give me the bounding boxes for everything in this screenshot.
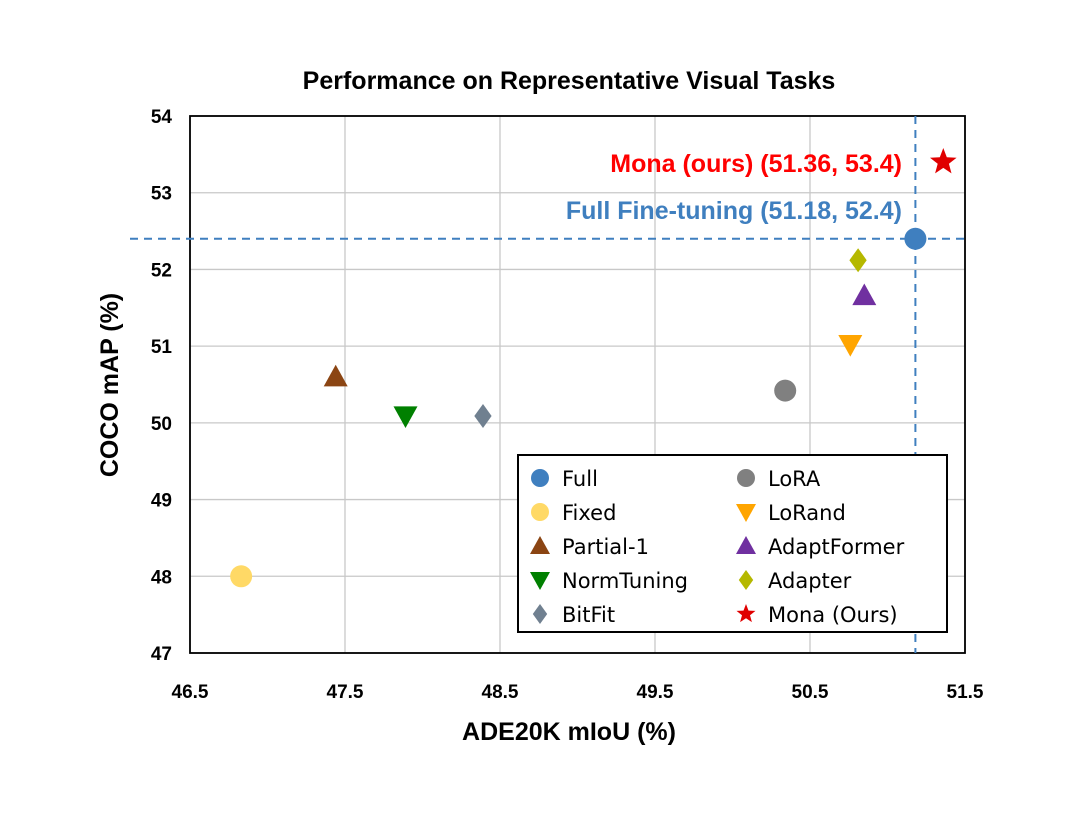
legend-label-bitfit: BitFit	[562, 603, 615, 627]
point-adapter	[849, 248, 867, 273]
x-tick-label: 47.5	[327, 682, 364, 703]
legend-marker-normtuning	[530, 572, 550, 590]
point-fixed	[230, 565, 253, 588]
point-lorand	[838, 335, 863, 357]
legend-marker-partial-1	[530, 536, 550, 554]
legend-label-adaptformer: AdaptFormer	[768, 535, 905, 559]
chart-title: Performance on Representative Visual Tas…	[303, 67, 836, 95]
x-tick-label: 50.5	[792, 682, 829, 703]
legend-marker-mona-ours	[736, 604, 756, 623]
point-full	[904, 227, 927, 250]
legend-marker-fixed	[531, 503, 549, 521]
y-tick-label: 54	[151, 107, 173, 128]
legend: Full LoRA Fixed LoRand Partial-1 AdaptFormer N…	[517, 454, 948, 633]
point-normtuning	[393, 406, 418, 428]
legend-marker-full	[531, 469, 549, 487]
point-lora	[774, 379, 797, 402]
y-tick-label: 48	[151, 567, 172, 588]
x-tick-label: 51.5	[947, 682, 984, 703]
y-tick-label: 53	[151, 184, 172, 205]
legend-marker-lora	[737, 469, 755, 487]
legend-marker-lorand	[736, 504, 756, 522]
legend-label-fixed: Fixed	[562, 501, 616, 525]
legend-label-adapter: Adapter	[768, 569, 852, 593]
legend-label-lorand: LoRand	[768, 501, 846, 525]
y-axis-label: COCO mAP (%)	[96, 293, 124, 477]
x-tick-label: 49.5	[637, 682, 674, 703]
plot-area	[189, 115, 966, 654]
legend-label-lora: LoRA	[768, 467, 821, 491]
legend-marker-bitfit	[532, 604, 548, 624]
x-axis-label: ADE20K mIoU (%)	[462, 718, 676, 746]
data-points	[230, 148, 957, 588]
y-tick-label: 47	[151, 644, 172, 665]
legend-label-mona-ours: Mona (Ours)	[768, 603, 898, 627]
legend-marker-adapter	[738, 570, 754, 590]
legend-marker-adaptformer	[736, 536, 756, 554]
y-tick-label: 49	[151, 491, 172, 512]
point-mona-ours	[930, 148, 957, 174]
point-adaptformer	[852, 283, 877, 306]
y-tick-labels: 47 48 49 50 51 52 53 54	[151, 107, 173, 665]
annotation-full-fine-tuning: Full Fine-tuning (51.18, 52.4)	[566, 197, 902, 225]
x-tick-labels: 46.5 47.5 48.5 49.5 50.5 51.5	[172, 682, 984, 703]
y-tick-label: 50	[151, 414, 172, 435]
x-tick-label: 48.5	[482, 682, 519, 703]
y-tick-label: 52	[151, 260, 172, 281]
y-tick-label: 51	[151, 337, 173, 358]
point-partial-1	[323, 364, 348, 387]
legend-box	[517, 454, 948, 633]
reference-lines	[130, 116, 965, 653]
x-tick-label: 46.5	[172, 682, 209, 703]
point-bitfit	[474, 404, 492, 428]
legend-label-normtuning: NormTuning	[562, 569, 688, 593]
legend-label-full: Full	[562, 467, 598, 491]
annotation-mona: Mona (ours) (51.36, 53.4)	[610, 150, 902, 178]
legend-label-partial-1: Partial-1	[562, 535, 649, 559]
